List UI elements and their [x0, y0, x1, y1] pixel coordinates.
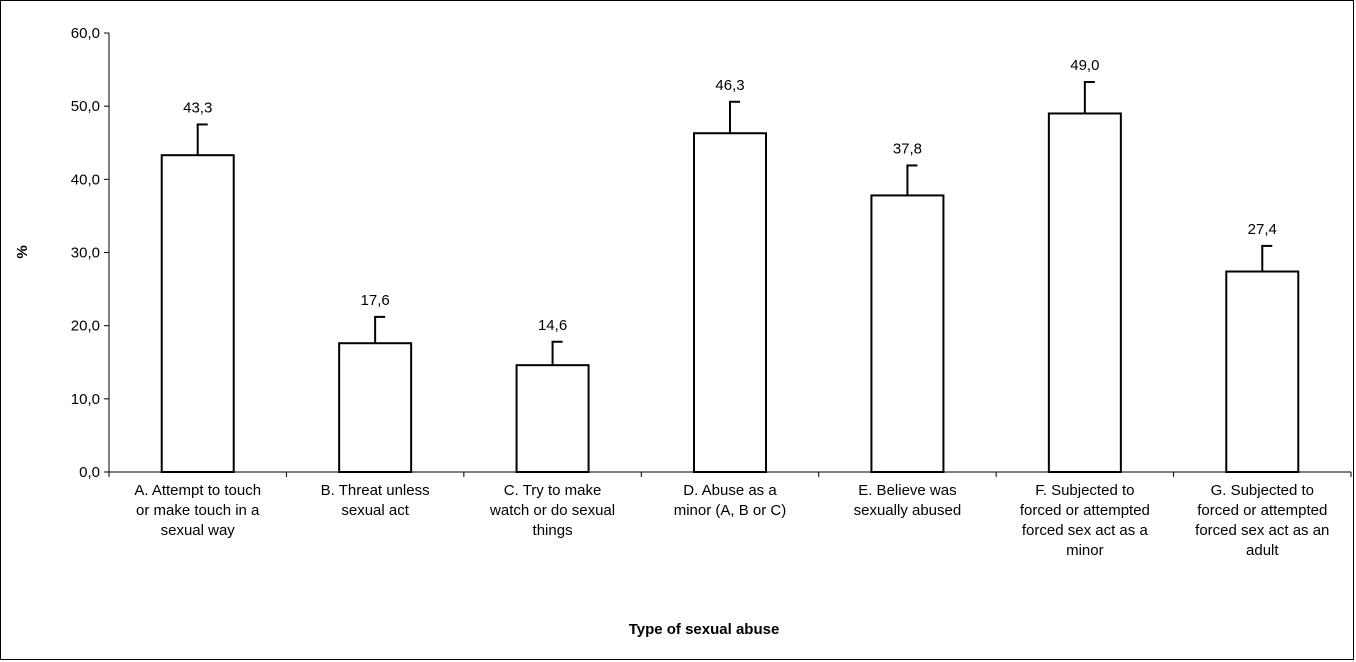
data-label: 46,3 [715, 77, 744, 94]
category-label-line: minor (A, B or C) [674, 502, 787, 519]
category-label-line: sexually abused [854, 502, 962, 519]
labels: 43,3 A. Attempt to touch or make touch in … [134, 57, 1329, 559]
data-label: 14,6 [538, 317, 567, 334]
y-tick-label: 40,0 [71, 171, 100, 188]
category-label-line: D. Abuse as a [683, 482, 777, 499]
data-label: 27,4 [1248, 221, 1277, 238]
category-label-line: G. Subjected to [1211, 482, 1314, 499]
category-label: E. Believe was sexually abused [854, 482, 962, 519]
bar [338, 342, 413, 473]
category-label-line: watch or do sexual [489, 502, 615, 519]
category-label-line: or make touch in a [136, 502, 260, 519]
category-label: A. Attempt to touch or make touch in a sex… [134, 482, 261, 539]
bar [1047, 112, 1122, 473]
category-label-line: C. Try to make [504, 482, 602, 499]
data-label: 37,8 [893, 140, 922, 157]
y-axis-title: % [14, 245, 31, 258]
category-label-line: things [533, 522, 573, 539]
y-tick-label: 0,0 [79, 464, 100, 481]
bar [1225, 270, 1300, 474]
bar [693, 132, 767, 473]
y-tick-label: 20,0 [71, 318, 100, 335]
category-label: D. Abuse as a minor (A, B or C) [674, 482, 787, 519]
category-label-line: sexual way [161, 522, 236, 539]
data-label: 49,0 [1070, 57, 1099, 74]
axes: 0,0 10,0 20,0 30,0 40,0 50,0 60,0 [71, 25, 1352, 481]
category-label-line: forced sex act as an [1195, 522, 1329, 539]
data-label: 43,3 [183, 99, 212, 116]
y-tick-label: 60,0 [71, 25, 100, 42]
data-label: 17,6 [361, 292, 390, 309]
bar [515, 364, 590, 473]
category-label-line: adult [1246, 542, 1279, 559]
bar [160, 154, 235, 474]
category-label-line: forced sex act as a [1022, 522, 1149, 539]
category-label-line: minor [1066, 542, 1104, 559]
category-label: B. Threat unless sexual act [321, 482, 430, 519]
category-label-line: A. Attempt to touch [134, 482, 261, 499]
category-label-line: B. Threat unless [321, 482, 430, 499]
category-label: F. Subjected to forced or attempted forced… [1020, 482, 1150, 559]
category-label: C. Try to make watch or do sexual things [489, 482, 615, 539]
category-label: G. Subjected to forced or attempted forced… [1195, 482, 1329, 559]
category-label-line: forced or attempted [1020, 502, 1150, 519]
category-label-line: F. Subjected to [1035, 482, 1134, 499]
bar [870, 194, 945, 473]
category-label-line: E. Believe was [858, 482, 956, 499]
category-label-line: sexual act [341, 502, 409, 519]
category-label-line: forced or attempted [1197, 502, 1327, 519]
y-tick-label: 50,0 [71, 98, 100, 115]
y-tick-label: 30,0 [71, 245, 100, 262]
y-tick-label: 10,0 [71, 391, 100, 408]
x-axis-title: Type of sexual abuse [629, 621, 780, 638]
bars [160, 81, 1300, 474]
